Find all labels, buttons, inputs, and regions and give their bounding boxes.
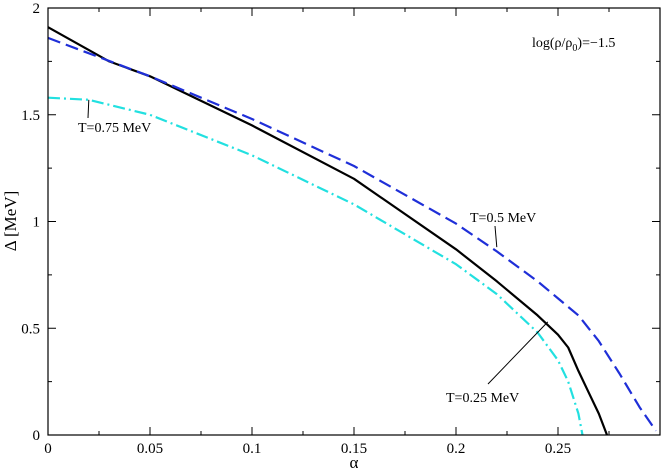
x-tick-label: 0.15 bbox=[341, 441, 367, 457]
x-tick-label: 0.25 bbox=[545, 441, 571, 457]
labels-layer: T=0.75 MeV T=0.5 MeV T=0.25 MeV bbox=[78, 99, 549, 406]
label-pointer bbox=[487, 321, 549, 385]
x-tick-label: 0.05 bbox=[137, 441, 163, 457]
y-tick-label: 2 bbox=[33, 1, 41, 17]
ticks-layer: 0 0.05 0.1 0.15 0.2 0.25 0 0.5 1 1.5 2 bbox=[21, 1, 660, 457]
y-tick-label: 0.5 bbox=[21, 321, 40, 337]
series-line-t-0-75-mev bbox=[47, 96, 584, 436]
label-pointer bbox=[494, 225, 498, 248]
curve-label: T=0.5 MeV bbox=[470, 211, 536, 226]
curve-label: T=0.25 MeV bbox=[446, 391, 519, 406]
y-tick-label: 0 bbox=[33, 428, 41, 444]
y-axis-title: Δ [MeV] bbox=[1, 191, 20, 252]
curve-label: T=0.75 MeV bbox=[78, 121, 151, 136]
series-line-t-0-5-mev bbox=[47, 36, 657, 432]
series-line-t-0-25-mev bbox=[47, 26, 609, 436]
label-pointer bbox=[87, 99, 90, 119]
y-tick-label: 1 bbox=[33, 215, 41, 231]
y-tick-label: 1.5 bbox=[21, 108, 40, 124]
series-layer bbox=[47, 26, 657, 436]
x-tick-label: 0 bbox=[44, 441, 52, 457]
x-tick-label: 0.1 bbox=[243, 441, 262, 457]
x-tick-label: 0.2 bbox=[447, 441, 466, 457]
x-axis-title: α bbox=[350, 453, 359, 471]
plot-frame bbox=[47, 7, 661, 436]
corner-annotation: log(ρ/ρ0)=−1.5 bbox=[532, 36, 615, 54]
